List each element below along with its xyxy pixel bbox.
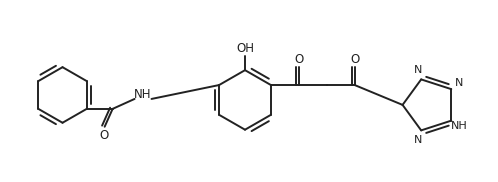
Text: NH: NH: [134, 88, 151, 102]
Text: NH: NH: [451, 121, 468, 131]
Text: N: N: [414, 135, 422, 145]
Text: O: O: [350, 53, 360, 66]
Text: N: N: [455, 78, 464, 88]
Text: O: O: [99, 129, 108, 142]
Text: O: O: [294, 53, 303, 66]
Text: N: N: [414, 65, 422, 75]
Text: OH: OH: [236, 42, 254, 55]
